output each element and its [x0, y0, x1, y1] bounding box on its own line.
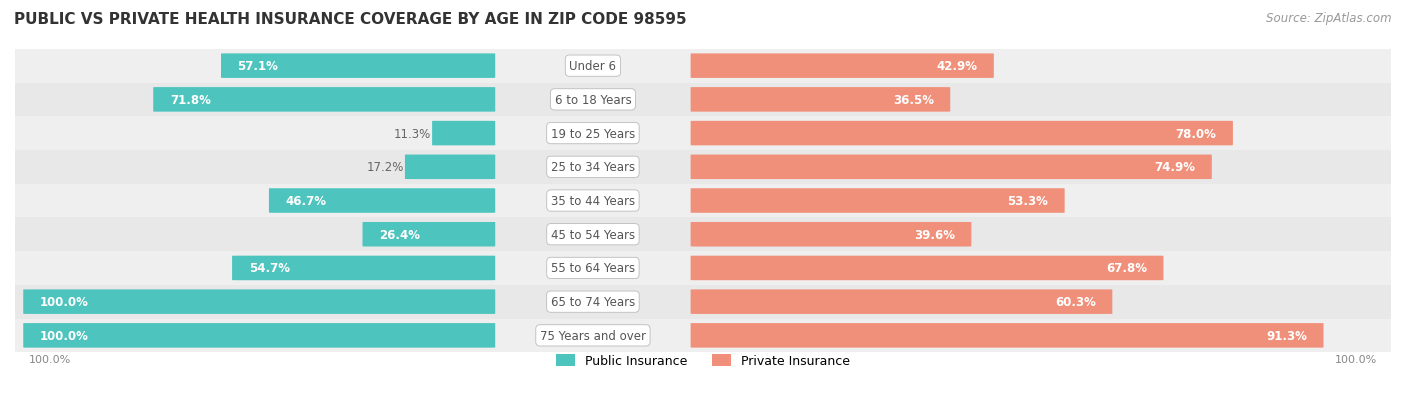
- FancyBboxPatch shape: [690, 88, 950, 112]
- Text: 100.0%: 100.0%: [1334, 354, 1378, 364]
- FancyBboxPatch shape: [405, 155, 495, 180]
- Bar: [15, 50, 1391, 83]
- Text: 46.7%: 46.7%: [285, 195, 326, 207]
- FancyBboxPatch shape: [690, 290, 1112, 314]
- Text: 25 to 34 Years: 25 to 34 Years: [551, 161, 636, 174]
- FancyBboxPatch shape: [24, 290, 495, 314]
- Bar: [15, 319, 1391, 352]
- Text: 100.0%: 100.0%: [39, 295, 89, 309]
- Bar: [15, 218, 1391, 252]
- Text: 35 to 44 Years: 35 to 44 Years: [551, 195, 636, 207]
- Text: 74.9%: 74.9%: [1154, 161, 1195, 174]
- Text: Under 6: Under 6: [569, 60, 616, 73]
- FancyBboxPatch shape: [432, 121, 495, 146]
- Text: 36.5%: 36.5%: [893, 94, 934, 107]
- FancyBboxPatch shape: [221, 54, 495, 79]
- Text: 42.9%: 42.9%: [936, 60, 977, 73]
- Text: 60.3%: 60.3%: [1054, 295, 1095, 309]
- FancyBboxPatch shape: [153, 88, 495, 112]
- Text: PUBLIC VS PRIVATE HEALTH INSURANCE COVERAGE BY AGE IN ZIP CODE 98595: PUBLIC VS PRIVATE HEALTH INSURANCE COVER…: [14, 12, 686, 27]
- FancyBboxPatch shape: [690, 155, 1212, 180]
- Text: 45 to 54 Years: 45 to 54 Years: [551, 228, 636, 241]
- Text: 75 Years and over: 75 Years and over: [540, 329, 645, 342]
- Text: 91.3%: 91.3%: [1265, 329, 1308, 342]
- Text: 65 to 74 Years: 65 to 74 Years: [551, 295, 636, 309]
- Text: 100.0%: 100.0%: [39, 329, 89, 342]
- Bar: [15, 117, 1391, 151]
- Text: 100.0%: 100.0%: [28, 354, 72, 364]
- Text: 54.7%: 54.7%: [249, 262, 290, 275]
- Text: 53.3%: 53.3%: [1007, 195, 1047, 207]
- FancyBboxPatch shape: [690, 223, 972, 247]
- Bar: [15, 184, 1391, 218]
- Text: 26.4%: 26.4%: [380, 228, 420, 241]
- Text: 11.3%: 11.3%: [394, 127, 430, 140]
- Bar: [15, 151, 1391, 184]
- Text: 57.1%: 57.1%: [238, 60, 278, 73]
- Text: Source: ZipAtlas.com: Source: ZipAtlas.com: [1267, 12, 1392, 25]
- Text: 6 to 18 Years: 6 to 18 Years: [554, 94, 631, 107]
- FancyBboxPatch shape: [269, 189, 495, 213]
- Text: 17.2%: 17.2%: [366, 161, 404, 174]
- Text: 55 to 64 Years: 55 to 64 Years: [551, 262, 636, 275]
- Text: 67.8%: 67.8%: [1107, 262, 1147, 275]
- FancyBboxPatch shape: [363, 223, 495, 247]
- Legend: Public Insurance, Private Insurance: Public Insurance, Private Insurance: [551, 349, 855, 372]
- Text: 71.8%: 71.8%: [170, 94, 211, 107]
- FancyBboxPatch shape: [690, 189, 1064, 213]
- FancyBboxPatch shape: [690, 256, 1163, 280]
- FancyBboxPatch shape: [232, 256, 495, 280]
- Bar: [15, 285, 1391, 319]
- FancyBboxPatch shape: [690, 323, 1323, 348]
- Text: 39.6%: 39.6%: [914, 228, 955, 241]
- Bar: [15, 252, 1391, 285]
- FancyBboxPatch shape: [690, 54, 994, 79]
- Bar: [15, 83, 1391, 117]
- Text: 78.0%: 78.0%: [1175, 127, 1216, 140]
- Text: 19 to 25 Years: 19 to 25 Years: [551, 127, 636, 140]
- FancyBboxPatch shape: [690, 121, 1233, 146]
- FancyBboxPatch shape: [24, 323, 495, 348]
